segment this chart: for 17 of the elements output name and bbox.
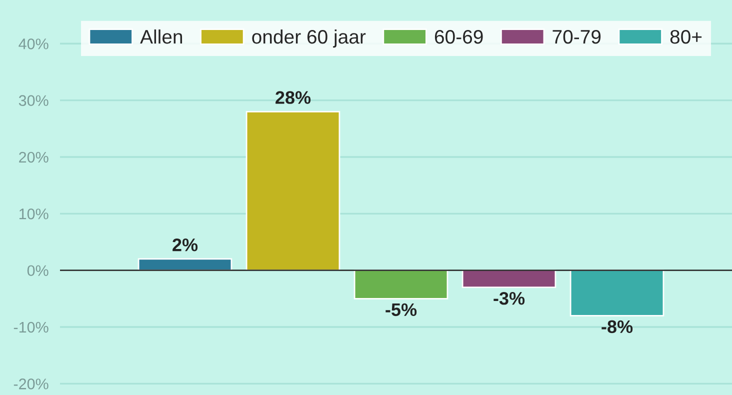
y-tick-label: 30% xyxy=(18,95,48,106)
y-tick-label: 20% xyxy=(19,152,48,163)
legend-label: 70-79 xyxy=(552,30,601,44)
y-tick-label: 0% xyxy=(27,265,48,276)
data-label: 28% xyxy=(276,91,311,104)
y-tick-label: -20% xyxy=(14,378,48,390)
legend-label: onder 60 jaar xyxy=(252,29,366,48)
legend-label: 80+ xyxy=(670,30,702,44)
legend-label: 60-69 xyxy=(434,30,483,44)
data-label: 2% xyxy=(172,238,198,252)
legend-label: Allen xyxy=(140,29,182,44)
y-tick-label: -10% xyxy=(14,322,48,333)
data-label: -3% xyxy=(494,292,525,305)
data-label: -8% xyxy=(602,320,633,334)
y-tick-label: 10% xyxy=(19,208,48,220)
data-label: -5% xyxy=(386,303,417,316)
y-tick-label: 40% xyxy=(18,38,48,50)
